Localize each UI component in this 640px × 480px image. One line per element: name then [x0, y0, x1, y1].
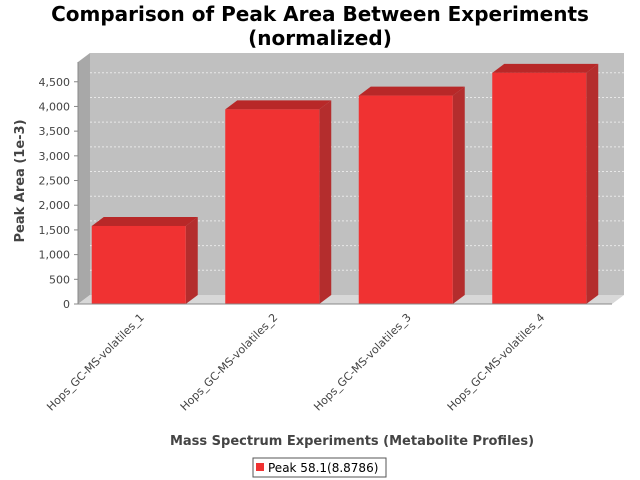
y-tick-label: 1,000 [39, 249, 71, 262]
y-tick-label: 0 [63, 298, 70, 311]
x-tick-label: Hops_GC-MS-volatiles_4 [445, 311, 548, 414]
legend-label: Peak 58.1(8.8786) [268, 461, 378, 475]
chart-title-line1: Comparison of Peak Area Between Experime… [51, 2, 589, 26]
y-tick-label: 500 [49, 273, 70, 286]
y-tick-label: 3,500 [39, 125, 71, 138]
bar-front [358, 95, 453, 304]
chart-title-line2: (normalized) [248, 26, 392, 50]
bar-1 [91, 216, 198, 304]
y-tick-label: 2,500 [39, 175, 71, 188]
y-axis-title: Peak Area (1e-3) [13, 119, 28, 242]
y-tick-label: 4,500 [39, 76, 71, 89]
bar-top [358, 86, 465, 96]
y-tick-label: 2,000 [39, 199, 71, 212]
bar-top [492, 63, 599, 73]
bar-side [586, 63, 599, 304]
bar-3 [358, 86, 465, 304]
plot-left-wall [78, 53, 90, 304]
bar-front [225, 109, 320, 304]
plot-floor [78, 295, 624, 304]
bar-front [492, 72, 587, 305]
y-tick-label: 3,000 [39, 150, 71, 163]
bar-top [91, 216, 198, 226]
legend-swatch [256, 463, 264, 471]
bar-top [225, 100, 332, 110]
bar-front [91, 225, 186, 304]
bar-side [452, 86, 465, 304]
x-tick-label: Hops_GC-MS-volatiles_3 [311, 311, 414, 414]
y-tick-label: 4,000 [39, 100, 71, 113]
x-axis-title: Mass Spectrum Experiments (Metabolite Pr… [170, 434, 534, 449]
x-tick-label: Hops_GC-MS-volatiles_1 [44, 311, 147, 414]
bar-4 [492, 63, 599, 305]
bar-side [319, 100, 332, 304]
legend: Peak 58.1(8.8786) [252, 457, 387, 478]
bar-side [185, 216, 198, 304]
x-tick-label: Hops_GC-MS-volatiles_2 [178, 311, 281, 414]
chart-title: Comparison of Peak Area Between Experime… [0, 2, 640, 50]
y-tick-label: 1,500 [39, 224, 71, 237]
bar-2 [225, 100, 332, 304]
legend-border [252, 457, 387, 478]
